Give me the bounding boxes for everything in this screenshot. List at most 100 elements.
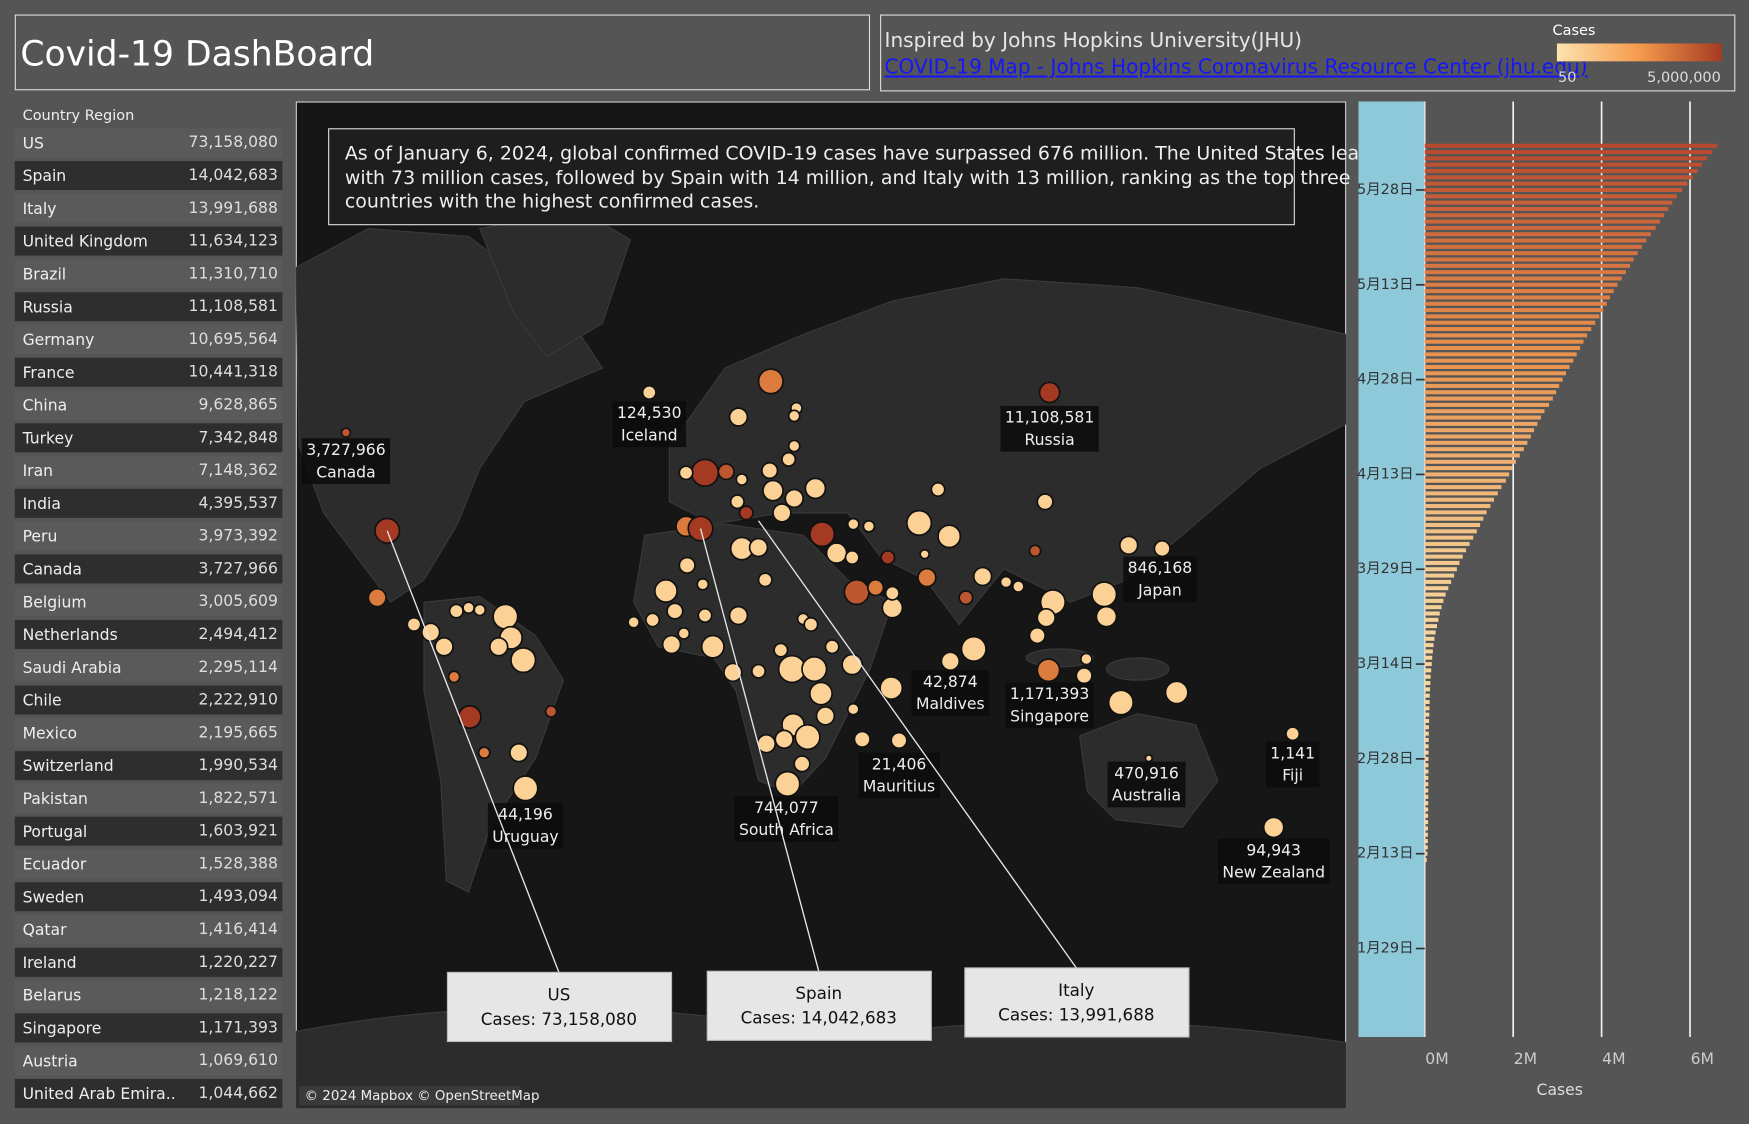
y-tick-label: 5月28日 bbox=[1357, 182, 1414, 198]
bar bbox=[1424, 504, 1491, 509]
bar bbox=[1424, 276, 1622, 281]
country-circle bbox=[1262, 816, 1285, 839]
callout-name: Italy bbox=[1058, 980, 1094, 1000]
country-circle bbox=[1118, 535, 1139, 556]
annotation-bg bbox=[1217, 838, 1330, 885]
country-circle bbox=[678, 465, 694, 481]
annotation-value: 3,727,966 bbox=[306, 441, 385, 459]
table-row bbox=[14, 849, 283, 879]
country-circle bbox=[774, 770, 801, 798]
country-name: Peru bbox=[23, 528, 58, 546]
bar bbox=[1424, 402, 1550, 407]
country-circle bbox=[748, 537, 769, 558]
table-row bbox=[14, 1046, 283, 1076]
bar bbox=[1424, 472, 1510, 477]
country-name: China bbox=[23, 397, 68, 415]
table-row bbox=[14, 751, 283, 781]
bar bbox=[1424, 554, 1463, 559]
y-tick-label: 4月13日 bbox=[1357, 466, 1414, 482]
country-circle bbox=[940, 651, 961, 671]
bar bbox=[1424, 491, 1498, 496]
country-cases: 10,695,564 bbox=[189, 330, 278, 348]
annotation-bg bbox=[858, 752, 940, 799]
country-circle bbox=[457, 705, 482, 729]
annotation-name: New Zealand bbox=[1222, 864, 1325, 882]
bar bbox=[1424, 681, 1431, 686]
bar bbox=[1424, 845, 1428, 850]
bar bbox=[1424, 156, 1708, 161]
bar bbox=[1424, 611, 1440, 616]
bar bbox=[1424, 383, 1560, 388]
annotation-value: 744,077 bbox=[754, 799, 819, 817]
country-circle bbox=[509, 742, 529, 763]
country-circle bbox=[690, 458, 720, 488]
country-circle bbox=[677, 626, 691, 640]
bar bbox=[1424, 763, 1429, 768]
annotation-bg bbox=[911, 670, 990, 716]
country-cases: 1,171,393 bbox=[198, 1018, 277, 1036]
country-cases: 1,044,662 bbox=[198, 1084, 277, 1102]
country-circle bbox=[972, 566, 993, 587]
annotation-bg bbox=[612, 401, 686, 448]
country-circle bbox=[728, 407, 749, 427]
bar bbox=[1424, 744, 1429, 749]
bar bbox=[1424, 162, 1703, 167]
country-circle bbox=[825, 542, 848, 564]
country-cases: 1,220,227 bbox=[198, 953, 277, 971]
bar bbox=[1424, 725, 1429, 730]
country-circle bbox=[919, 548, 930, 560]
annotation-name: Iceland bbox=[621, 426, 677, 444]
annotation-name: Fiji bbox=[1282, 767, 1303, 785]
map: As of January 6, 2024, global confirmed … bbox=[295, 101, 1381, 1109]
bar bbox=[1424, 541, 1470, 546]
table-row bbox=[14, 915, 283, 945]
annotation-bg bbox=[301, 438, 391, 484]
bar bbox=[1424, 175, 1693, 180]
country-name: Canada bbox=[23, 561, 82, 579]
bar bbox=[1424, 263, 1631, 268]
bar bbox=[1424, 377, 1563, 382]
country-circle bbox=[473, 603, 487, 617]
summary-box bbox=[328, 128, 1295, 226]
attribution-bg bbox=[299, 1086, 520, 1106]
annotation-name: South Africa bbox=[739, 821, 834, 839]
country-circle bbox=[544, 705, 558, 718]
country-circle bbox=[784, 488, 804, 509]
country-name: Belarus bbox=[23, 987, 82, 1005]
annotation-value: 1,141 bbox=[1270, 744, 1315, 762]
bar bbox=[1424, 662, 1432, 667]
annotation-name: Japan bbox=[1137, 581, 1182, 599]
y-tick-label: 3月29日 bbox=[1357, 561, 1414, 577]
country-circle bbox=[801, 655, 828, 683]
bar bbox=[1424, 345, 1581, 351]
country-name: Spain bbox=[23, 167, 67, 185]
country-cases: 7,148,362 bbox=[198, 461, 277, 479]
bar bbox=[1424, 737, 1429, 742]
callout-box bbox=[446, 971, 673, 1043]
table-row bbox=[14, 390, 283, 420]
callout-box bbox=[706, 970, 932, 1041]
table-row bbox=[14, 488, 283, 518]
country-cases: 1,603,921 bbox=[198, 822, 277, 840]
bar bbox=[1424, 535, 1474, 540]
bar bbox=[1424, 150, 1713, 155]
country-name: Iran bbox=[23, 462, 53, 480]
bar bbox=[1424, 693, 1430, 698]
bar bbox=[1424, 529, 1477, 534]
bar bbox=[1424, 485, 1502, 490]
country-name: India bbox=[23, 495, 61, 513]
bar bbox=[1424, 605, 1442, 610]
country-circle bbox=[787, 439, 801, 453]
country-circle bbox=[1011, 580, 1025, 593]
country-circle bbox=[728, 605, 749, 626]
country-circle bbox=[803, 616, 819, 632]
country-name: Turkey bbox=[22, 429, 74, 447]
table-header: Country Region bbox=[23, 108, 135, 124]
country-circle bbox=[794, 723, 821, 751]
bar bbox=[1424, 301, 1607, 306]
x-axis-title: Cases bbox=[1537, 1081, 1583, 1099]
country-name: France bbox=[23, 364, 75, 382]
source-link[interactable]: COVID-19 Map - Johns Hopkins Coronavirus… bbox=[885, 55, 1588, 79]
bar bbox=[1424, 801, 1429, 806]
bar bbox=[1424, 434, 1531, 439]
